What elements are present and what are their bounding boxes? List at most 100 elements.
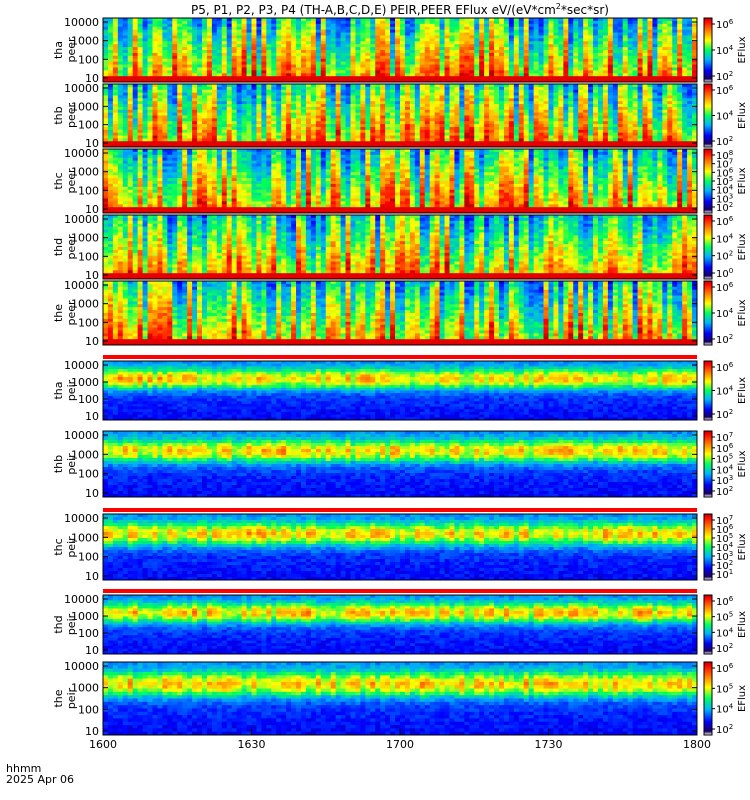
heatmap-cell bbox=[484, 59, 489, 62]
heatmap-cell bbox=[633, 30, 638, 33]
heatmap-cell bbox=[410, 65, 415, 68]
heatmap-cell bbox=[603, 38, 608, 41]
heatmap-cell bbox=[157, 38, 162, 41]
heatmap-cell bbox=[207, 98, 212, 101]
heatmap-cell bbox=[157, 87, 162, 90]
heatmap-cell bbox=[331, 53, 336, 56]
heatmap-cell bbox=[202, 118, 207, 121]
heatmap-cell bbox=[157, 24, 162, 27]
heatmap-cell bbox=[365, 124, 370, 127]
heatmap-cell bbox=[355, 87, 360, 90]
heatmap-cell bbox=[281, 33, 286, 36]
heatmap-cell bbox=[276, 30, 281, 33]
heatmap-cell bbox=[336, 104, 341, 107]
heatmap-cell bbox=[207, 56, 212, 59]
heatmap-cell bbox=[153, 41, 158, 44]
heatmap-cell bbox=[400, 136, 405, 139]
heatmap-cell bbox=[618, 107, 623, 110]
heatmap-cell bbox=[504, 141, 509, 144]
heatmap-cell bbox=[306, 62, 311, 65]
heatmap-cell bbox=[648, 56, 653, 59]
heatmap-cell bbox=[509, 27, 514, 30]
heatmap-cell bbox=[271, 59, 276, 62]
heatmap-cell bbox=[534, 50, 539, 53]
heatmap-cell bbox=[192, 98, 197, 101]
heatmap-cell bbox=[212, 73, 217, 76]
heatmap-cell bbox=[633, 56, 638, 59]
heatmap-cell bbox=[326, 121, 331, 124]
heatmap-cell bbox=[128, 133, 133, 136]
heatmap-cell bbox=[326, 65, 331, 68]
heatmap-cell bbox=[623, 93, 628, 96]
heatmap-cell bbox=[484, 116, 489, 119]
heatmap-cell bbox=[276, 133, 281, 136]
heatmap-cell bbox=[133, 113, 138, 116]
heatmap-cell bbox=[237, 87, 242, 90]
heatmap-cell bbox=[415, 30, 420, 33]
heatmap-cell bbox=[182, 30, 187, 33]
heatmap-cell bbox=[167, 70, 172, 73]
heatmap-cell bbox=[400, 30, 405, 33]
heatmap-cell bbox=[539, 47, 544, 50]
heatmap-cell bbox=[544, 127, 549, 130]
heatmap-cell bbox=[108, 50, 113, 53]
heatmap-cell bbox=[603, 116, 608, 119]
heatmap-cell bbox=[118, 118, 123, 121]
heatmap-cell bbox=[390, 113, 395, 116]
heatmap-cell bbox=[593, 21, 598, 24]
heatmap-cell bbox=[652, 73, 657, 76]
heatmap-cell bbox=[341, 98, 346, 101]
heatmap-cell bbox=[301, 116, 306, 119]
heatmap-cell bbox=[128, 56, 133, 59]
heatmap-cell bbox=[499, 90, 504, 93]
heatmap-cell bbox=[103, 127, 108, 130]
heatmap-cell bbox=[286, 67, 291, 70]
heatmap-cell bbox=[529, 107, 534, 110]
heatmap-cell bbox=[237, 136, 242, 139]
heatmap-cell bbox=[464, 67, 469, 70]
heatmap-cell bbox=[217, 127, 222, 130]
heatmap-cell bbox=[351, 65, 356, 68]
heatmap-cell bbox=[365, 67, 370, 70]
heatmap-cell bbox=[558, 124, 563, 127]
heatmap-cell bbox=[232, 76, 237, 79]
heatmap-cell bbox=[563, 133, 568, 136]
heatmap-cell bbox=[341, 21, 346, 24]
heatmap-cell bbox=[370, 53, 375, 56]
heatmap-cell bbox=[395, 118, 400, 121]
heatmap-cell bbox=[291, 50, 296, 53]
heatmap-cell bbox=[588, 107, 593, 110]
heatmap-cell bbox=[479, 104, 484, 107]
heatmap-cell bbox=[489, 59, 494, 62]
heatmap-cell bbox=[271, 50, 276, 53]
heatmap-cell bbox=[593, 118, 598, 121]
heatmap-cell bbox=[118, 56, 123, 59]
heatmap-cell bbox=[385, 95, 390, 98]
heatmap-cell bbox=[469, 65, 474, 68]
heatmap-cell bbox=[573, 138, 578, 141]
heatmap-cell bbox=[454, 50, 459, 53]
heatmap-cell bbox=[167, 124, 172, 127]
heatmap-cell bbox=[341, 62, 346, 65]
heatmap-cell bbox=[440, 56, 445, 59]
heatmap-cell bbox=[524, 95, 529, 98]
heatmap-cell bbox=[400, 38, 405, 41]
heatmap-cell bbox=[395, 121, 400, 124]
heatmap-cell bbox=[494, 104, 499, 107]
heatmap-cell bbox=[153, 116, 158, 119]
heatmap-cell bbox=[667, 67, 672, 70]
heatmap-cell bbox=[454, 138, 459, 141]
heatmap-cell bbox=[256, 70, 261, 73]
heatmap-cell bbox=[316, 50, 321, 53]
heatmap-cell bbox=[667, 59, 672, 62]
heatmap-cell bbox=[341, 33, 346, 36]
heatmap-cell bbox=[598, 53, 603, 56]
heatmap-cell bbox=[247, 130, 252, 133]
heatmap-cell bbox=[499, 118, 504, 121]
heatmap-cell bbox=[261, 127, 266, 130]
heatmap-cell bbox=[549, 38, 554, 41]
heatmap-cell bbox=[157, 104, 162, 107]
heatmap-cell bbox=[162, 41, 167, 44]
heatmap-cell bbox=[499, 133, 504, 136]
heatmap-cell bbox=[380, 33, 385, 36]
